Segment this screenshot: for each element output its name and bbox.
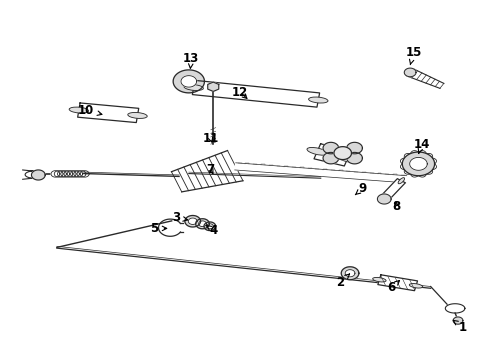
Polygon shape <box>314 144 351 166</box>
Text: 14: 14 <box>414 138 430 154</box>
Polygon shape <box>204 222 216 230</box>
Polygon shape <box>208 82 219 91</box>
Polygon shape <box>198 221 206 226</box>
Text: 1: 1 <box>453 320 466 333</box>
Polygon shape <box>71 171 79 177</box>
Ellipse shape <box>69 107 89 113</box>
Polygon shape <box>54 171 63 177</box>
Polygon shape <box>67 171 76 177</box>
Polygon shape <box>77 171 86 177</box>
Polygon shape <box>57 171 66 177</box>
Polygon shape <box>345 270 355 277</box>
Ellipse shape <box>409 284 423 288</box>
Polygon shape <box>377 194 391 204</box>
Text: 15: 15 <box>405 46 422 65</box>
Polygon shape <box>323 142 339 154</box>
Polygon shape <box>181 76 196 87</box>
Polygon shape <box>173 70 204 93</box>
Polygon shape <box>23 170 39 179</box>
Text: 3: 3 <box>172 211 188 224</box>
Ellipse shape <box>128 112 147 118</box>
Polygon shape <box>410 157 427 170</box>
Ellipse shape <box>307 148 328 155</box>
Polygon shape <box>404 68 416 77</box>
Polygon shape <box>185 216 200 227</box>
Polygon shape <box>51 171 60 177</box>
Polygon shape <box>31 170 45 180</box>
Ellipse shape <box>309 97 328 103</box>
Text: 9: 9 <box>355 183 367 195</box>
Text: 13: 13 <box>183 51 199 68</box>
Polygon shape <box>61 171 70 177</box>
Polygon shape <box>347 142 363 154</box>
Polygon shape <box>193 80 319 107</box>
Ellipse shape <box>398 178 405 184</box>
Polygon shape <box>453 317 463 324</box>
Text: 6: 6 <box>388 280 399 294</box>
Ellipse shape <box>373 278 386 282</box>
Ellipse shape <box>381 195 388 202</box>
Polygon shape <box>206 224 213 229</box>
Polygon shape <box>64 171 73 177</box>
Text: 11: 11 <box>203 132 219 145</box>
Text: 2: 2 <box>336 274 349 289</box>
Polygon shape <box>445 304 465 313</box>
Polygon shape <box>402 152 435 176</box>
Text: 8: 8 <box>392 201 401 213</box>
Polygon shape <box>347 152 363 164</box>
Text: 10: 10 <box>78 104 102 117</box>
Ellipse shape <box>184 85 203 90</box>
Polygon shape <box>334 147 351 159</box>
Ellipse shape <box>337 155 358 162</box>
Text: 12: 12 <box>232 86 248 99</box>
Polygon shape <box>188 218 197 225</box>
Polygon shape <box>323 152 339 164</box>
Polygon shape <box>380 179 405 201</box>
Text: 5: 5 <box>150 222 167 235</box>
Polygon shape <box>80 171 89 177</box>
Polygon shape <box>341 267 359 280</box>
Polygon shape <box>77 103 139 122</box>
Polygon shape <box>196 219 209 229</box>
Polygon shape <box>378 275 417 291</box>
Text: 4: 4 <box>206 224 218 237</box>
Polygon shape <box>235 163 407 183</box>
Text: 7: 7 <box>207 163 215 176</box>
Polygon shape <box>74 171 83 177</box>
